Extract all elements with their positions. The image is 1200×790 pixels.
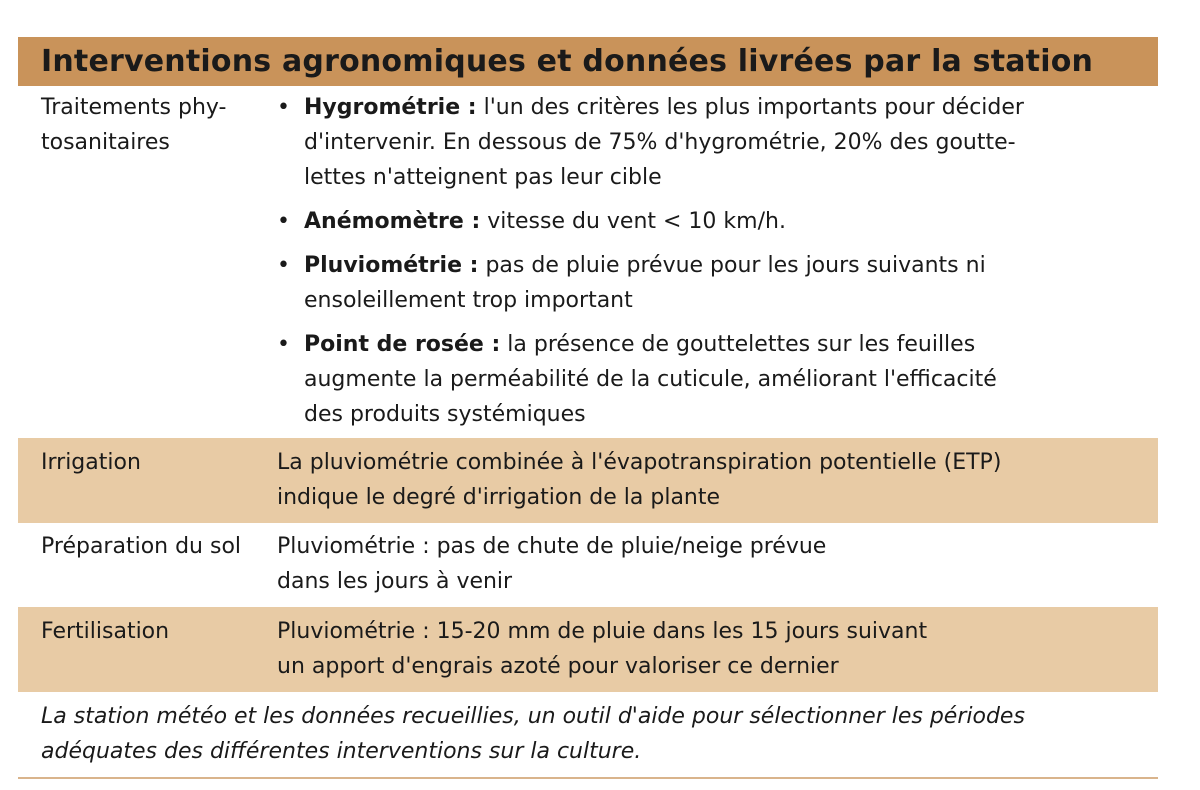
bullet-item: • Point de rosée : la présence de goutte… — [277, 327, 1158, 432]
bullet-item: • Pluviométrie : pas de pluie prévue pou… — [277, 248, 1158, 318]
label-line: Traitements phy- — [41, 95, 227, 120]
content-line: indique le degré d'irrigation de la plan… — [277, 485, 721, 510]
bullet-text: lettes n'atteignent pas leur cible — [304, 165, 662, 190]
bullet-text: des produits systémiques — [304, 402, 586, 427]
content-line: un apport d'engrais azoté pour valoriser… — [277, 654, 839, 679]
row-label: Irrigation — [41, 450, 141, 475]
bullet-icon: • — [277, 95, 290, 120]
footnote-line: La station météo et les données recueill… — [41, 704, 1025, 729]
table-row-fertilisation: Fertilisation Pluviométrie : 15-20 mm de… — [18, 607, 1158, 692]
interventions-table: Interventions agronomiques et données li… — [18, 37, 1158, 779]
bullet-text: pas de pluie prévue pour les jours suiva… — [478, 253, 986, 278]
row-content: Pluviométrie : 15-20 mm de pluie dans le… — [277, 614, 1158, 684]
bullet-text: ensoleillement trop important — [304, 288, 633, 313]
footnote-line: adéquates des différentes interventions … — [41, 739, 642, 764]
content-line: La pluviométrie combinée à l'évapotransp… — [277, 450, 1002, 475]
label-line: tosanitaires — [41, 130, 170, 155]
row-content: La pluviométrie combinée à l'évapotransp… — [277, 445, 1158, 515]
bullet-item: • Hygrométrie : l'un des critères les pl… — [277, 90, 1158, 195]
bullet-term: Anémomètre : — [304, 209, 481, 234]
table-row-preparation-sol: Préparation du sol Pluviométrie : pas de… — [18, 523, 1158, 607]
row-content: • Hygrométrie : l'un des critères les pl… — [277, 90, 1158, 432]
table-row-irrigation: Irrigation La pluviométrie combinée à l'… — [18, 438, 1158, 523]
bullet-icon: • — [277, 209, 290, 234]
bullet-term: Point de rosée : — [304, 332, 501, 357]
bullet-text: augmente la perméabilité de la cuticule,… — [304, 367, 997, 392]
table-row-traitements: Traitements phy- tosanitaires • Hygromét… — [18, 86, 1158, 438]
bullet-icon: • — [277, 253, 290, 278]
bullet-text: vitesse du vent < 10 km/h. — [480, 209, 786, 234]
content-line: dans les jours à venir — [277, 569, 513, 594]
content-line: Pluviométrie : pas de chute de pluie/nei… — [277, 534, 827, 559]
bullet-term: Pluviométrie : — [304, 253, 479, 278]
table-footnote: La station météo et les données recueill… — [18, 692, 1158, 779]
bullet-icon: • — [277, 332, 290, 357]
bullet-text: la présence de gouttelettes sur les feui… — [500, 332, 976, 357]
row-label: Fertilisation — [41, 619, 170, 644]
content-line: Pluviométrie : 15-20 mm de pluie dans le… — [277, 619, 928, 644]
table-title: Interventions agronomiques et données li… — [18, 37, 1158, 86]
bullet-text: l'un des critères les plus importants po… — [476, 95, 1024, 120]
row-label: Préparation du sol — [41, 534, 242, 559]
row-content: Pluviométrie : pas de chute de pluie/nei… — [277, 529, 1158, 599]
row-label: Traitements phy- tosanitaires — [18, 90, 277, 432]
bullet-text: d'intervenir. En dessous de 75% d'hygrom… — [304, 130, 1016, 155]
bullet-term: Hygrométrie : — [304, 95, 477, 120]
bullet-item: • Anémomètre : vitesse du vent < 10 km/h… — [277, 204, 1158, 239]
